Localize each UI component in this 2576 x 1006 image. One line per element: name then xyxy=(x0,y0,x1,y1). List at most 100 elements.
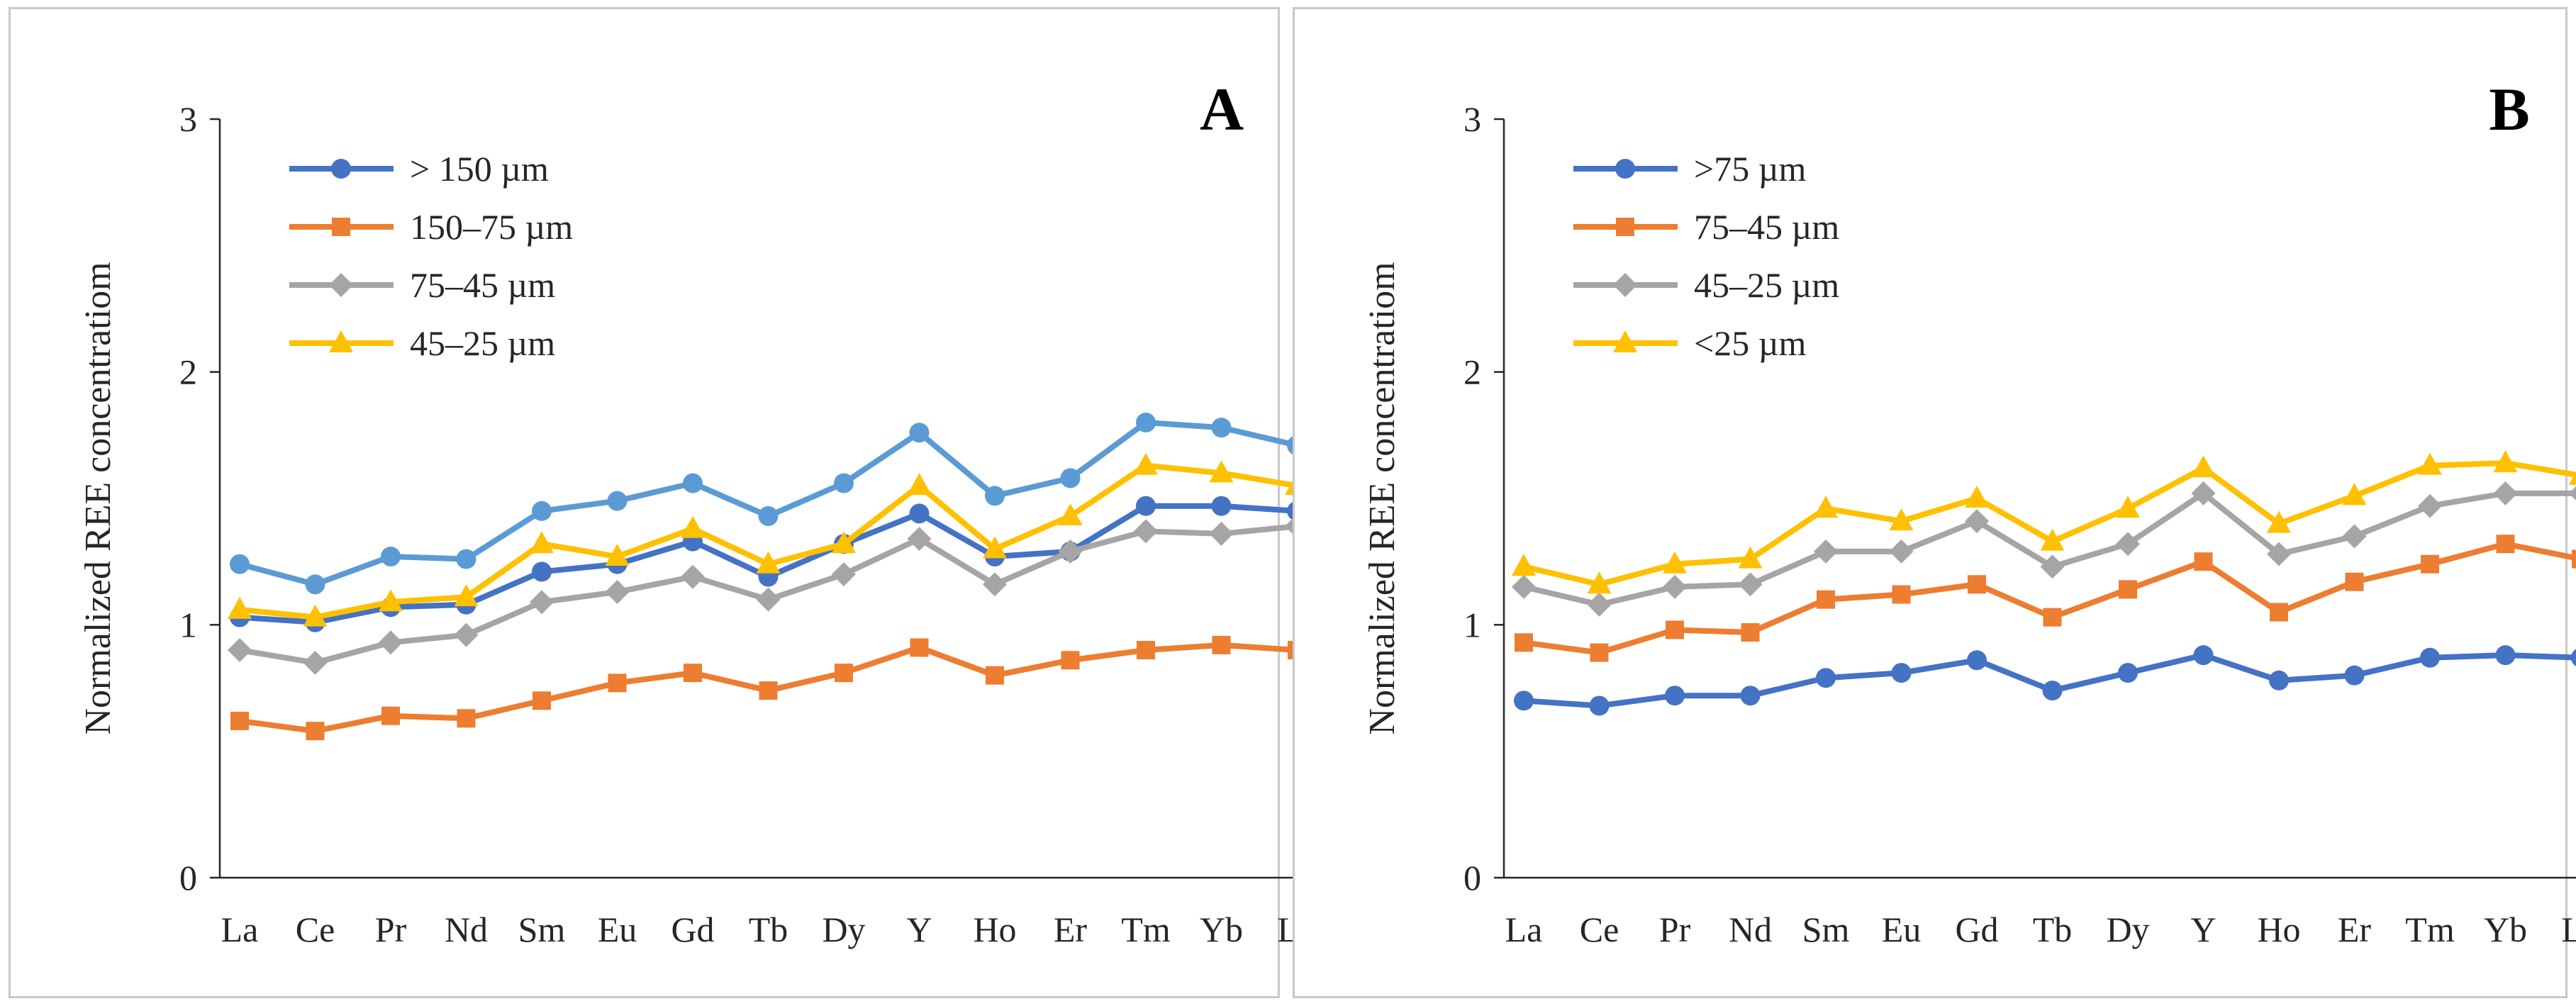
series-b-3 xyxy=(1512,450,2576,594)
data-point xyxy=(1967,650,1987,671)
data-point xyxy=(1663,551,1687,574)
data-point xyxy=(1515,633,1533,652)
data-point xyxy=(2191,455,2216,478)
data-point xyxy=(2193,645,2214,666)
data-point xyxy=(1891,663,1912,683)
x-tick-label: Pr xyxy=(1659,910,1691,949)
data-point xyxy=(2118,663,2138,683)
data-point xyxy=(2571,649,2576,666)
data-point xyxy=(907,527,932,552)
chart-panel-b: 0 1 2 3 La Ce Pr Nd Sm Eu Gd Tb Dy Y Ho Er Tm Yb Lu Normali… xyxy=(1293,7,2576,998)
data-point xyxy=(1587,592,1612,617)
data-point xyxy=(306,722,325,741)
legend-label: 75–45 µm xyxy=(410,265,555,305)
data-point xyxy=(1889,539,1914,564)
data-point xyxy=(2420,647,2440,668)
data-point xyxy=(1814,539,1838,564)
data-point xyxy=(1137,641,1155,659)
data-point xyxy=(2421,554,2439,574)
data-point xyxy=(756,587,781,612)
x-tick-label: La xyxy=(221,910,259,949)
legend-marker xyxy=(1613,273,1637,297)
data-point xyxy=(532,501,552,521)
data-point xyxy=(1514,691,1534,711)
x-tick-label: La xyxy=(1505,910,1543,949)
data-point xyxy=(1892,585,1911,604)
data-point xyxy=(1058,503,1083,525)
chart-panel-a: 0123LaCePrNdSmEuGdTbDyYHoErTmYbLuNormali… xyxy=(9,7,1336,998)
data-point xyxy=(1816,668,1836,688)
data-point xyxy=(1061,651,1080,670)
legend-label: 45–25 µm xyxy=(410,323,555,363)
data-point xyxy=(1814,496,1838,518)
y-tick-label: 1 xyxy=(179,605,197,644)
data-point xyxy=(1738,546,1763,569)
x-tick-label: Sm xyxy=(1802,910,1850,949)
chart-a-svg: 0123LaCePrNdSmEuGdTbDyYHoErTmYbLuNormali… xyxy=(78,75,1336,949)
data-point xyxy=(2194,552,2213,571)
panel-letter: B xyxy=(2489,75,2529,143)
data-point xyxy=(305,574,325,595)
data-point xyxy=(303,650,328,675)
y-tick-label: 0 xyxy=(1463,858,1481,898)
legend-marker xyxy=(332,218,350,236)
legend: >75 µm 75–45 µm 45–25 µm <25 µm xyxy=(1573,149,1839,363)
x-tick-label: Gd xyxy=(671,910,714,949)
y-axis-title: Normalized REE concentratiom xyxy=(78,262,118,734)
data-point xyxy=(983,572,1007,597)
panel-letter: A xyxy=(1200,75,1244,143)
data-point xyxy=(532,561,552,582)
legend: > 150 µm 150–75 µm 75–45 µm 45–25 µm xyxy=(289,149,573,363)
data-point xyxy=(1590,643,1609,662)
data-point xyxy=(605,544,630,566)
data-point xyxy=(684,664,702,683)
data-point xyxy=(1211,418,1232,438)
data-point xyxy=(456,549,476,569)
y-axis-title: Normalized REE concentratiom xyxy=(1362,262,1403,734)
data-point xyxy=(1058,539,1083,564)
data-point xyxy=(2043,608,2062,627)
x-tick-label: Tm xyxy=(1121,910,1171,949)
data-point xyxy=(832,531,856,554)
data-point xyxy=(2267,542,2291,566)
data-point xyxy=(533,691,551,710)
x-tick-label: Nd xyxy=(445,910,488,949)
data-point xyxy=(379,589,403,612)
data-point xyxy=(2572,549,2576,569)
data-point xyxy=(983,536,1007,559)
data-point xyxy=(2191,481,2216,505)
data-point xyxy=(2345,572,2364,591)
legend-label: <25 µm xyxy=(1694,323,1807,363)
x-tick-label: Sm xyxy=(518,910,566,949)
data-point xyxy=(605,579,630,604)
legend-marker xyxy=(1615,159,1635,179)
y-tick-label: 3 xyxy=(1463,99,1481,139)
data-point xyxy=(2418,493,2442,518)
data-point xyxy=(2342,524,2367,549)
data-point xyxy=(910,638,929,657)
data-point xyxy=(1968,575,1986,594)
data-point xyxy=(1512,554,1536,576)
data-point xyxy=(1589,695,1610,716)
x-tick-label: Ce xyxy=(1580,910,1619,949)
data-point xyxy=(1741,623,1760,642)
legend-marker xyxy=(1616,218,1634,236)
data-point xyxy=(758,505,779,526)
x-tick-label: Yb xyxy=(1200,910,1243,949)
y-tick-label: 1 xyxy=(1463,605,1481,644)
data-point xyxy=(759,681,778,700)
data-point xyxy=(2270,603,2288,622)
data-point xyxy=(1136,413,1156,432)
data-point xyxy=(1965,509,1989,534)
data-point xyxy=(381,547,401,567)
data-point xyxy=(303,604,328,627)
x-tick-label: Pr xyxy=(375,910,407,949)
series-a-1 xyxy=(230,635,1306,741)
data-point xyxy=(2496,535,2515,554)
data-point xyxy=(1817,590,1835,609)
y-tick-label: 3 xyxy=(179,99,197,139)
data-point xyxy=(454,584,479,607)
legend-marker xyxy=(1613,330,1637,352)
x-tick-label: Er xyxy=(2338,910,2372,949)
x-tick-label: Tb xyxy=(2033,910,2073,949)
